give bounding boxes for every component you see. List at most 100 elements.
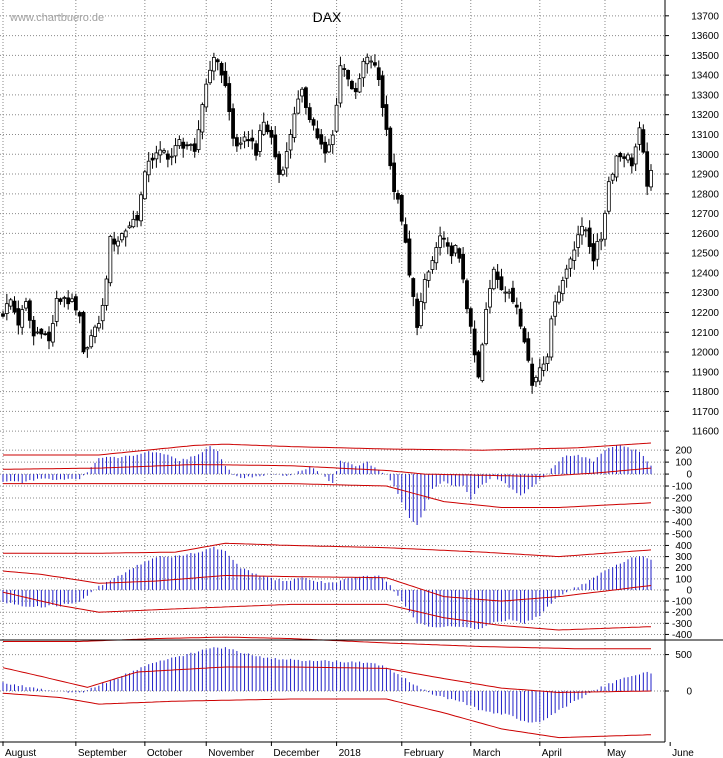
candle-body xyxy=(4,303,9,314)
candle-body xyxy=(204,83,209,108)
indicator-tick-label: -300 xyxy=(672,505,692,516)
candle-body xyxy=(350,80,354,90)
candle-body xyxy=(323,141,327,154)
candle-body xyxy=(342,68,347,70)
candle-body xyxy=(637,127,642,145)
candle-body xyxy=(162,150,166,153)
candle-body xyxy=(58,298,63,302)
candle-body xyxy=(211,57,216,72)
candle-body xyxy=(595,241,600,260)
candle-body xyxy=(411,278,416,297)
candle-body xyxy=(580,225,584,236)
candle-body xyxy=(246,139,251,142)
candle-body xyxy=(165,153,170,160)
candle-body xyxy=(576,234,581,248)
candle-body xyxy=(353,88,358,93)
candle-body xyxy=(407,238,412,276)
band-line xyxy=(2,463,652,478)
candle-body xyxy=(583,229,588,232)
candle-body xyxy=(173,145,178,157)
price-tick-label: 12000 xyxy=(691,348,719,359)
price-series xyxy=(1,52,653,394)
indicator-tick-label: -100 xyxy=(672,597,692,608)
candle-body xyxy=(645,151,650,187)
candle-body xyxy=(499,276,504,291)
candle-body xyxy=(135,214,140,221)
candle-body xyxy=(261,121,266,135)
candle-body xyxy=(610,173,615,181)
band-line xyxy=(3,542,652,558)
price-tick-label: 13100 xyxy=(691,130,719,141)
month-label: 2018 xyxy=(339,748,362,758)
month-label: December xyxy=(273,748,320,758)
candle-body xyxy=(545,356,550,364)
candle-body xyxy=(530,363,535,386)
candle-body xyxy=(315,128,320,139)
candle-body xyxy=(426,271,431,281)
candle-body xyxy=(292,113,297,138)
candle-body xyxy=(553,301,558,317)
price-tick-label: 11600 xyxy=(692,427,720,438)
candle-body xyxy=(257,130,262,152)
candle-body xyxy=(465,280,469,310)
candle-body xyxy=(334,104,339,132)
price-tick-label: 13000 xyxy=(691,150,719,161)
candle-body xyxy=(131,218,136,228)
candle-body xyxy=(185,144,189,147)
candle-body xyxy=(89,335,94,348)
candle-body xyxy=(112,238,117,245)
price-tick-label: 13600 xyxy=(691,31,719,42)
candle-body xyxy=(495,271,500,280)
candle-body xyxy=(396,193,400,200)
indicator-tick-label: -200 xyxy=(672,608,692,619)
candle-body xyxy=(12,300,17,313)
candle-body xyxy=(188,144,193,146)
candle-body xyxy=(560,280,565,295)
month-label: September xyxy=(78,748,128,758)
candle-body xyxy=(491,268,496,290)
candle-body xyxy=(254,143,258,156)
candle-body xyxy=(8,299,13,307)
candle-body xyxy=(365,56,370,65)
indicator-tick-label: 100 xyxy=(675,574,692,585)
candle-body xyxy=(311,119,316,126)
band-line xyxy=(2,692,652,739)
indicator-tick-label: 500 xyxy=(675,650,692,661)
candle-body xyxy=(219,63,224,76)
candle-body xyxy=(361,60,366,79)
candle-body xyxy=(196,129,201,151)
candle-body xyxy=(591,243,596,262)
candle-body xyxy=(81,311,86,353)
candle-body xyxy=(127,225,132,229)
price-tick-label: 12300 xyxy=(691,288,719,299)
candle-body xyxy=(319,134,324,145)
indicator-tick-label: -400 xyxy=(672,630,692,641)
candle-body xyxy=(484,309,489,345)
candle-body xyxy=(338,65,343,104)
candle-body xyxy=(265,124,270,133)
candle-body xyxy=(457,248,462,259)
candle-body xyxy=(238,142,243,145)
candle-body xyxy=(445,242,450,247)
price-tick-label: 11900 xyxy=(692,367,720,378)
candle-body xyxy=(20,309,25,328)
candle-body xyxy=(35,331,40,334)
candle-body xyxy=(603,212,607,240)
candle-body xyxy=(43,333,48,336)
candle-body xyxy=(388,127,393,167)
candle-body xyxy=(47,331,51,342)
candle-body xyxy=(288,134,293,151)
candle-body xyxy=(518,308,523,327)
price-tick-label: 11700 xyxy=(692,407,720,418)
band-line xyxy=(3,483,652,508)
candle-body xyxy=(181,141,186,149)
candle-body xyxy=(380,75,385,108)
price-tick-label: 12900 xyxy=(691,170,719,181)
indicator-tick-label: -100 xyxy=(672,482,692,493)
month-label: May xyxy=(607,748,626,758)
candle-body xyxy=(85,347,90,350)
candle-body xyxy=(557,291,561,303)
candle-body xyxy=(476,351,481,378)
candle-body xyxy=(618,153,623,158)
